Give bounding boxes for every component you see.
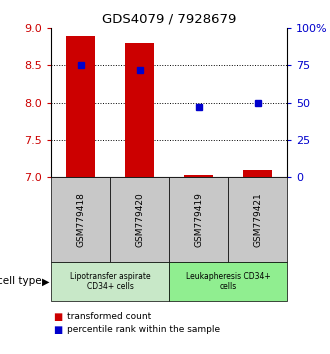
Text: percentile rank within the sample: percentile rank within the sample xyxy=(67,325,220,335)
Text: ▶: ▶ xyxy=(43,276,50,286)
Text: GSM779418: GSM779418 xyxy=(76,192,85,247)
Title: GDS4079 / 7928679: GDS4079 / 7928679 xyxy=(102,13,236,26)
Text: Lipotransfer aspirate
CD34+ cells: Lipotransfer aspirate CD34+ cells xyxy=(70,272,150,291)
Text: Leukapheresis CD34+
cells: Leukapheresis CD34+ cells xyxy=(186,272,271,291)
Text: GSM779421: GSM779421 xyxy=(253,192,262,247)
Bar xyxy=(66,36,95,177)
Text: ■: ■ xyxy=(53,312,62,322)
Bar xyxy=(125,43,154,177)
Bar xyxy=(184,175,214,177)
Text: GSM779419: GSM779419 xyxy=(194,192,203,247)
Text: ■: ■ xyxy=(53,325,62,335)
Text: cell type: cell type xyxy=(0,276,41,286)
Text: transformed count: transformed count xyxy=(67,312,151,321)
Text: GSM779420: GSM779420 xyxy=(135,192,144,247)
Bar xyxy=(243,170,272,177)
